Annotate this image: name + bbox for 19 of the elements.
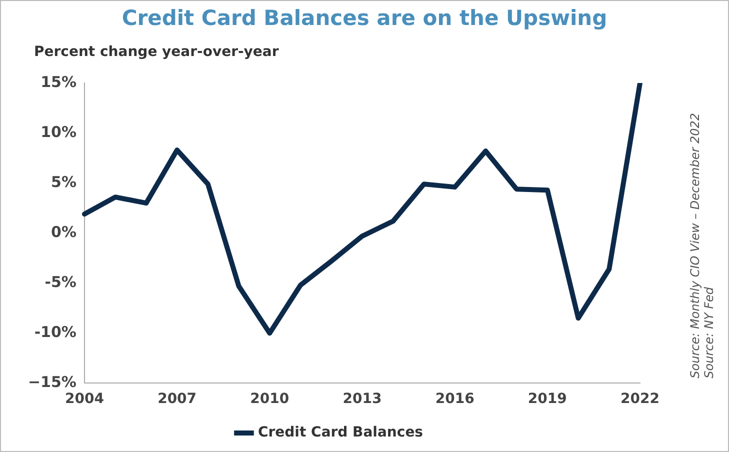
x-tick-label: 2004 <box>64 391 104 408</box>
y-tick-label: −15% <box>28 373 76 392</box>
x-tick-label: 2022 <box>620 391 660 408</box>
y-tick-label: 5% <box>51 172 76 191</box>
y-tick-label: 15% <box>40 72 76 91</box>
x-tick-label: 2010 <box>250 391 290 408</box>
x-tick-label: 2013 <box>342 391 382 408</box>
chart-title: Credit Card Balances are on the Upswing <box>120 6 608 30</box>
y-tick-label: -10% <box>34 323 76 342</box>
x-tick-label: 2007 <box>158 391 197 408</box>
y-axis-title: Percent change year-over-year <box>34 44 279 60</box>
x-tick-label: 2019 <box>528 391 567 408</box>
legend-label: Credit Card Balances <box>258 424 424 441</box>
source-note: Source: Monthly CIO View – December 2022 <box>688 112 702 378</box>
x-tick-label: 2016 <box>435 391 474 408</box>
y-tick-label: 10% <box>40 122 76 141</box>
y-tick-label: -5% <box>44 273 76 292</box>
y-tick-label: 0% <box>51 222 76 241</box>
source-note: Source: NY Fed <box>702 286 716 378</box>
